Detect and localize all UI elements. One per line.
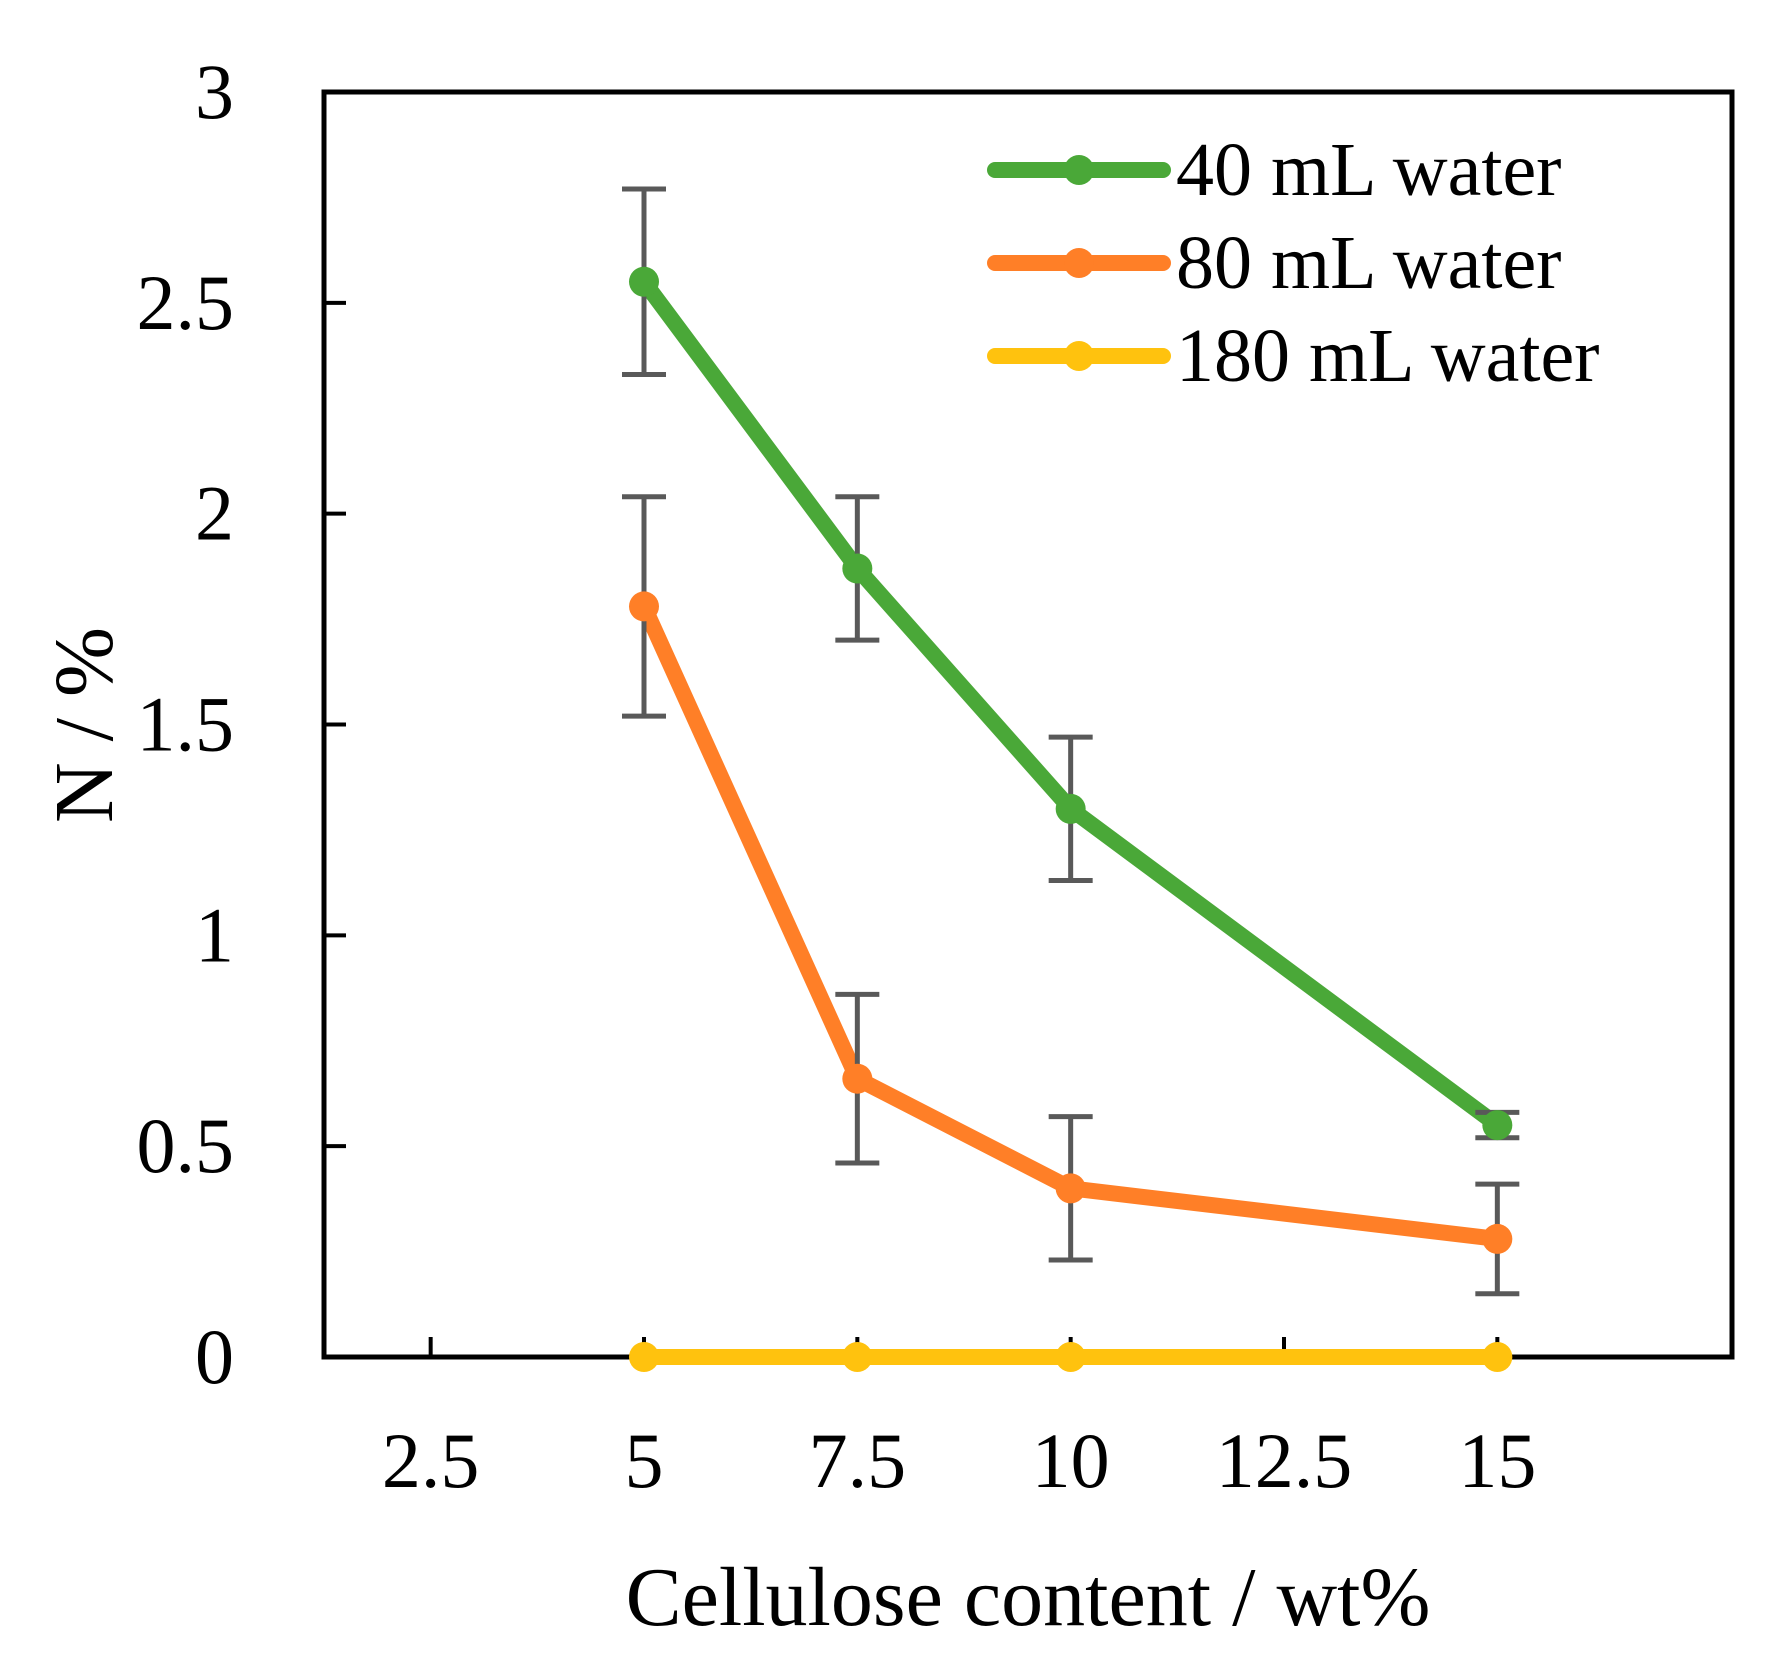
x-tick-label: 15 [1458,1417,1536,1504]
data-point [629,266,659,297]
x-tick-label: 2.5 [382,1417,480,1504]
y-tick-label: 0 [195,1313,234,1400]
y-tick-label: 1.5 [137,681,235,768]
data-point [629,1342,659,1372]
legend-label: 180 mL water [1176,314,1600,398]
y-axis: 0 0.5 1 1.5 2 2.5 3 [137,48,346,1400]
x-tick-label: 5 [625,1417,664,1504]
x-tick-label: 10 [1032,1417,1110,1504]
series-line [636,598,1506,1247]
y-tick-label: 2.5 [137,259,235,346]
x-tick-label: 12.5 [1216,1417,1353,1504]
legend-swatch-marker [1064,248,1094,278]
data-point [842,1063,873,1094]
data-point [842,1342,873,1372]
data-point [842,553,873,584]
y-tick-label: 1 [195,891,234,978]
series-layer [622,186,1520,1372]
y-tick-label: 2 [195,470,234,557]
data-point [629,591,659,622]
data-point [1055,1342,1086,1372]
legend-swatch-marker [1064,341,1094,371]
series-line [636,273,1506,1134]
y-tick-label: 3 [195,48,234,135]
legend-label: 80 mL water [1176,221,1562,305]
y-tick-label: 0.5 [137,1102,235,1189]
x-axis: 2.5 5 7.5 10 12.5 15 [382,1337,1536,1504]
data-point [1482,1342,1513,1372]
data-point [1055,793,1086,824]
x-axis-title: Cellulose content / wt% [626,1551,1431,1644]
legend-label: 40 mL water [1176,128,1562,212]
y-axis-title: N / % [38,627,131,823]
legend: 40 mL water 80 mL water 180 mL water [987,128,1600,398]
data-point [1482,1223,1513,1254]
legend-swatch-marker [1064,155,1094,185]
x-tick-label: 7.5 [809,1417,907,1504]
data-point [1482,1110,1513,1141]
data-point [1055,1173,1086,1204]
